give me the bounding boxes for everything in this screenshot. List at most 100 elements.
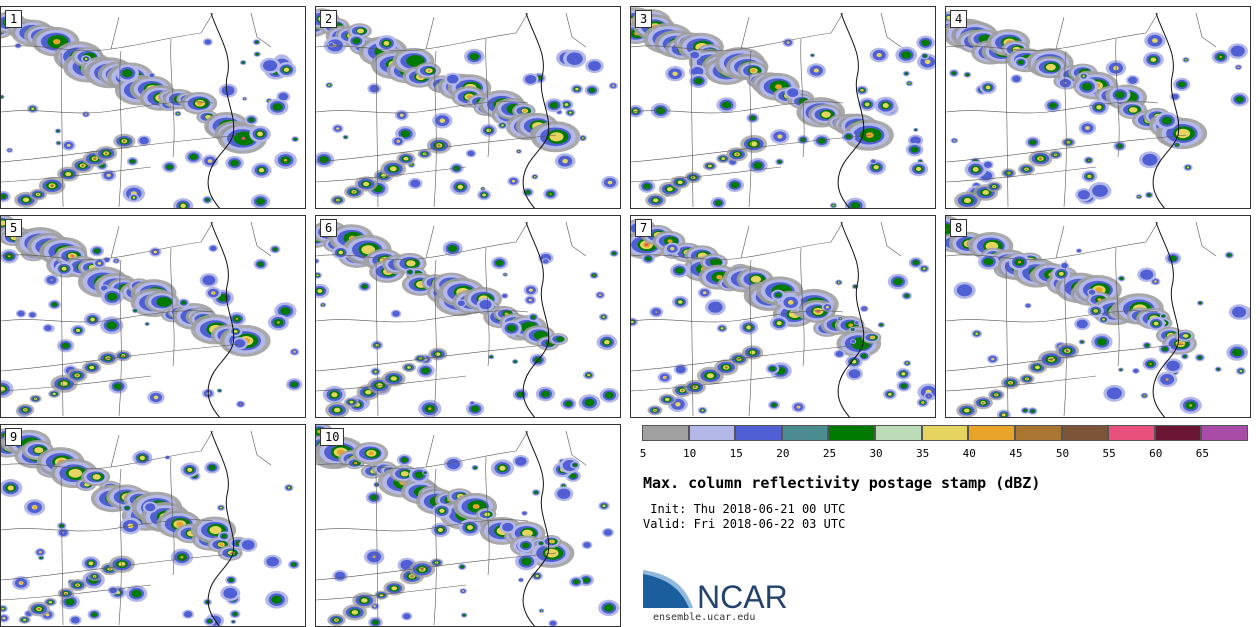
echo-cell	[774, 292, 782, 298]
coastline	[837, 12, 865, 208]
coastline	[1152, 12, 1180, 208]
echo-cell	[33, 506, 37, 509]
state-border	[110, 16, 120, 50]
echo-cell	[749, 350, 756, 355]
echo-cell	[1153, 321, 1159, 326]
echo-cell	[534, 490, 539, 494]
echo-cell	[566, 52, 583, 65]
state-border	[1, 32, 202, 51]
state-border	[946, 241, 1147, 260]
echo-cell	[58, 142, 59, 144]
echo-cell	[221, 85, 235, 96]
echo-cell	[922, 54, 927, 58]
echo-cell	[1, 386, 6, 392]
reflectivity-map	[316, 220, 620, 417]
echo-cell	[1106, 387, 1122, 400]
echo-cell	[1095, 287, 1103, 293]
echo-cell	[1065, 349, 1069, 353]
state-border	[250, 221, 272, 257]
echo-cell	[549, 620, 557, 626]
echo-cell	[400, 471, 409, 477]
init-time: Init: Thu 2018-06-21 00 UTC	[643, 502, 846, 516]
echo-cell	[751, 68, 756, 73]
echo-cell	[336, 127, 340, 130]
echo-cell	[68, 468, 82, 478]
state-border	[425, 434, 435, 468]
echo-cell	[776, 321, 782, 326]
echo-cell	[258, 168, 265, 173]
echo-cell	[1049, 358, 1054, 361]
echo-cell	[122, 69, 133, 78]
echo-cell	[817, 137, 826, 144]
echo-cell	[972, 167, 979, 172]
echo-cell	[691, 66, 704, 77]
colorbar-tick-label: 45	[1009, 447, 1023, 460]
echo-cell	[391, 586, 398, 591]
echo-cell	[607, 180, 613, 185]
echo-cell	[389, 166, 397, 172]
echo-cell	[1029, 139, 1037, 145]
echo-cell	[851, 328, 855, 331]
echo-cell	[209, 245, 217, 251]
echo-cell	[479, 299, 492, 310]
echo-cell	[901, 51, 912, 59]
echo-cell	[1143, 395, 1145, 397]
member-number: 7	[635, 219, 653, 237]
echo-cell	[502, 522, 514, 532]
map-panel: 6	[315, 215, 621, 418]
state-border	[1, 552, 242, 581]
echo-cell	[129, 159, 136, 164]
echo-cell	[693, 386, 697, 389]
echo-cell	[428, 69, 431, 72]
colorbar-tick-label: 35	[916, 447, 930, 460]
echo-cell	[821, 111, 831, 118]
echo-cell	[667, 239, 673, 243]
echo-cell	[316, 259, 319, 263]
echo-cell	[473, 466, 477, 469]
echo-cell	[603, 604, 614, 612]
echo-cell	[1197, 355, 1203, 360]
echo-cell	[36, 193, 40, 196]
echo-cell	[504, 273, 506, 276]
colorbar-tick-label: 10	[682, 447, 697, 460]
state-borders	[316, 430, 587, 626]
echo-cell	[1198, 301, 1202, 305]
echo-cell	[85, 58, 87, 60]
echo-cell	[675, 267, 684, 274]
echo-cell	[1219, 55, 1222, 58]
echo-cell	[334, 571, 346, 580]
echo-cell	[1115, 91, 1125, 99]
echo-cell	[564, 401, 573, 407]
map-panel: 2	[315, 6, 621, 209]
echo-cell	[672, 71, 678, 76]
echo-cell	[904, 72, 908, 75]
echo-cell	[588, 87, 596, 93]
figure-title: Max. column reflectivity postage stamp (…	[643, 474, 1041, 492]
state-border	[316, 101, 529, 114]
echo-cell	[76, 328, 81, 333]
echo-cell	[771, 402, 777, 408]
echo-cell	[204, 39, 212, 45]
state-border	[515, 430, 529, 452]
state-border	[740, 225, 750, 259]
echo-cell	[372, 555, 376, 559]
echo-cell	[1009, 381, 1012, 384]
echo-cell	[376, 484, 378, 486]
echo-cell	[232, 612, 238, 616]
echo-cell	[1082, 75, 1085, 78]
echo-cell	[397, 140, 400, 143]
state-border	[748, 259, 752, 417]
echo-cell	[749, 115, 756, 121]
map-panel: 4	[945, 6, 1251, 209]
echo-cell	[365, 390, 372, 395]
echo-cell	[549, 102, 559, 109]
echo-cell	[420, 568, 424, 571]
echo-cell	[52, 392, 56, 396]
echo-cell	[115, 259, 118, 262]
map-panel: 8	[945, 215, 1251, 418]
echo-cell	[1142, 153, 1158, 166]
echo-cell	[880, 324, 882, 326]
echo-cell	[470, 401, 475, 405]
echo-cell	[694, 77, 703, 85]
echo-cell	[349, 400, 354, 404]
